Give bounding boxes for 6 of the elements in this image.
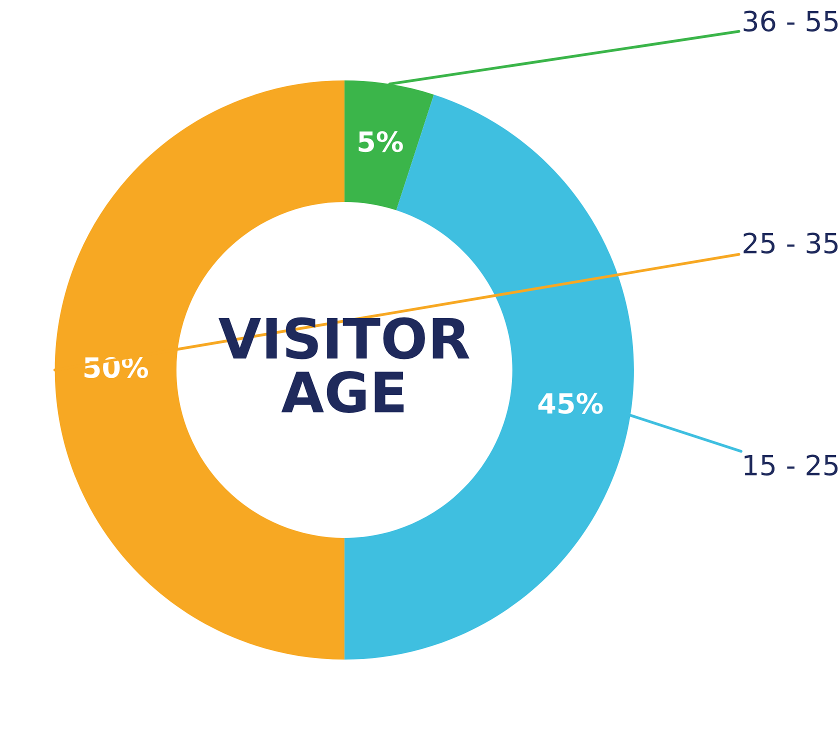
- text: VISITOR AGE: [218, 317, 470, 414]
- slice-label: 36 - 55: [744, 10, 838, 32]
- slice-label: 15 - 25: [744, 454, 838, 476]
- data-label: 45%: [538, 392, 603, 414]
- slice-label: 25 - 35: [744, 232, 838, 254]
- data-label: 5%: [358, 131, 403, 152]
